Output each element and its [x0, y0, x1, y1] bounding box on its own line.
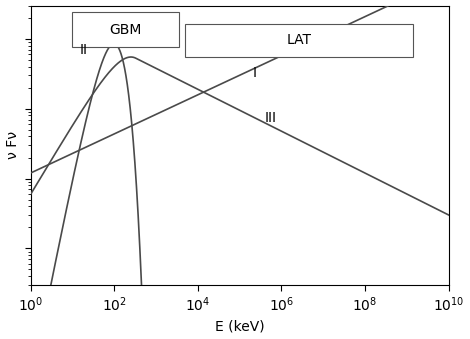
X-axis label: E (keV): E (keV): [215, 319, 265, 334]
Bar: [72, 12, 179, 47]
Bar: [185, 23, 413, 57]
Y-axis label: ν Fν: ν Fν: [6, 131, 20, 159]
Text: II: II: [80, 43, 88, 57]
Text: III: III: [265, 111, 277, 125]
Text: GBM: GBM: [110, 23, 142, 37]
Text: LAT: LAT: [287, 33, 312, 47]
Text: I: I: [252, 66, 256, 80]
